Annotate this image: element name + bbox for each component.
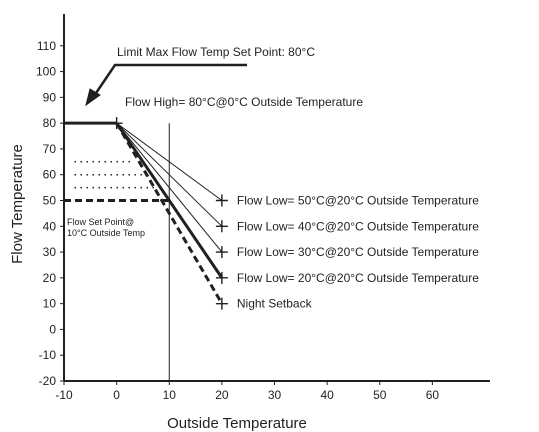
set-point-label-line2: 10°C Outside Temp	[67, 228, 145, 238]
y-tick-label: 20	[43, 271, 57, 285]
y-tick-label: 40	[43, 219, 57, 233]
series-line-3	[116, 122, 223, 253]
y-tick-label: 50	[43, 194, 57, 208]
series-label-5: Night Setback	[237, 297, 313, 311]
series-label-4: Flow Low= 20°C@20°C Outside Temperature	[237, 271, 479, 285]
x-axis-title: Outside Temperature	[167, 415, 307, 432]
series-line-2	[116, 122, 223, 227]
y-tick-label: 30	[43, 245, 57, 259]
plus-marker	[215, 271, 228, 284]
y-tick-label: -10	[39, 348, 57, 362]
limit-arrow-head	[85, 88, 101, 107]
series-line-1	[116, 122, 223, 201]
x-tick-label: 20	[215, 388, 229, 402]
y-tick-label: 110	[37, 39, 56, 53]
y-axis-title: Flow Temperature	[9, 144, 26, 264]
y-tick-label: 90	[43, 90, 57, 104]
series-markers	[110, 117, 228, 310]
series-lines	[115, 122, 224, 305]
plus-marker	[110, 117, 123, 130]
y-tick-label: 80	[43, 116, 57, 130]
y-tick-label: 10	[43, 297, 57, 311]
x-tick-label: 40	[320, 388, 334, 402]
y-tick-label: 0	[49, 322, 56, 336]
plus-marker	[215, 246, 228, 259]
x-tick-label: 0	[113, 388, 120, 402]
y-tick-label: 60	[43, 168, 57, 182]
series-label-1: Flow Low= 50°C@20°C Outside Temperature	[237, 194, 479, 208]
x-tick-label: 50	[373, 388, 387, 402]
limit-max-label: Limit Max Flow Temp Set Point: 80°C	[117, 45, 315, 59]
annotations: Outside Temperature Flow Temperature Lim…	[9, 45, 479, 432]
limit-leader-line	[92, 63, 247, 97]
x-tick-label: -10	[55, 388, 73, 402]
plus-marker	[215, 220, 228, 233]
plus-marker	[215, 194, 228, 207]
series-label-2: Flow Low= 40°C@20°C Outside Temperature	[237, 219, 479, 233]
y-tick-label: 100	[36, 65, 56, 79]
y-tick-label: -20	[39, 374, 57, 388]
reference-lines	[64, 63, 247, 381]
series-label-3: Flow Low= 30°C@20°C Outside Temperature	[237, 245, 479, 259]
x-tick-label: 10	[163, 388, 177, 402]
flow-high-label: Flow High= 80°C@0°C Outside Temperature	[125, 95, 363, 109]
plus-marker	[215, 297, 228, 310]
x-tick-label: 30	[268, 388, 282, 402]
series-line-5	[115, 122, 224, 305]
set-point-label-line1: Flow Set Point@	[67, 217, 134, 227]
axes	[63, 14, 490, 382]
x-tick-label: 60	[426, 388, 440, 402]
y-tick-label: 70	[43, 142, 57, 156]
series-line-4	[115, 122, 224, 279]
